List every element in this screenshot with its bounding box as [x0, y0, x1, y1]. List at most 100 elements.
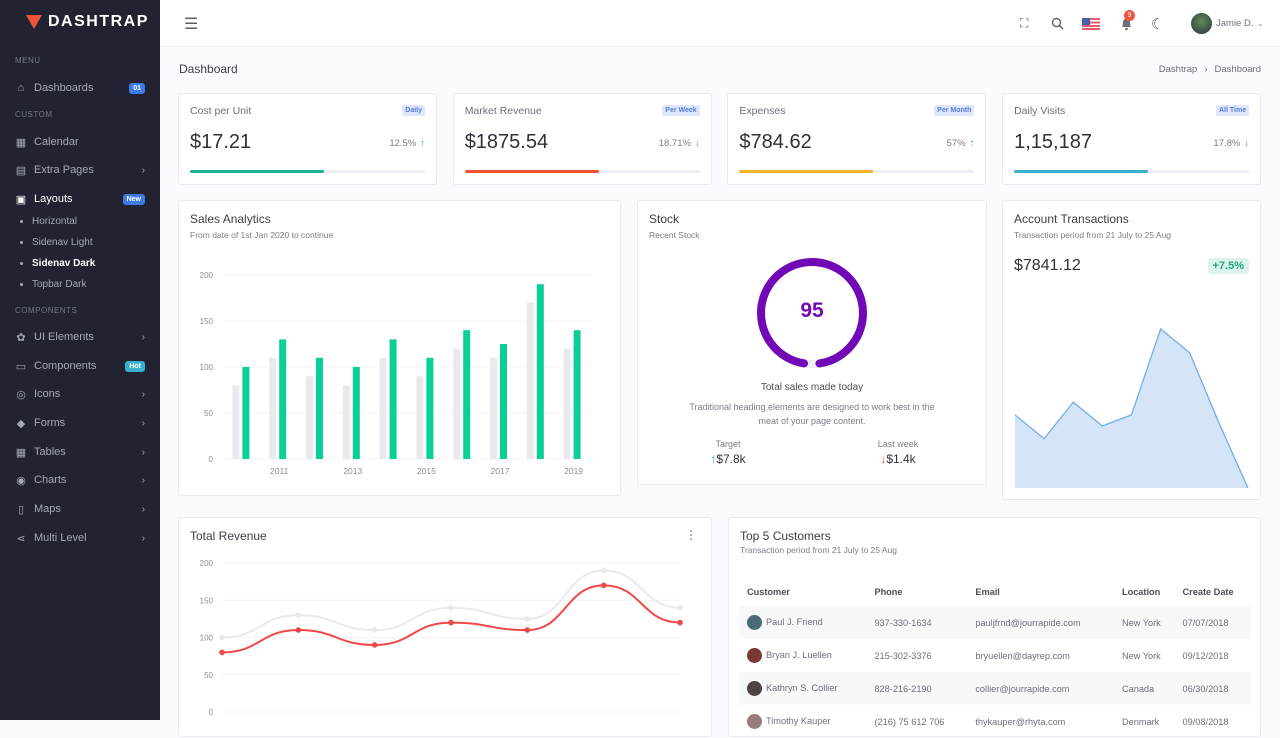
column-header[interactable]: Location [1121, 587, 1161, 597]
account-transactions-card: Account Transactions Transaction period … [1002, 200, 1261, 500]
more-vertical-icon[interactable]: ⋮ [685, 528, 697, 542]
bar [342, 385, 350, 459]
sidebar-item-label: Icons [34, 388, 61, 400]
column-header[interactable]: Customer [747, 587, 790, 597]
dark-mode-moon-icon[interactable]: ☾ [1151, 15, 1165, 33]
table-row[interactable]: Kathryn S. Collier 828-216-2190 collier@jo… [739, 672, 1251, 705]
sidebar-item-dashboards[interactable]: ⌂ Dashboards 01 [15, 77, 145, 99]
table-cell: collier@jourrapide.com [967, 672, 1114, 705]
stat-card: Market Revenue Per Week $1875.54 18.71% ↓ [452, 93, 712, 185]
arrow-up-icon: ↑ [420, 138, 425, 149]
stock-caption: Total sales made today [760, 382, 864, 393]
breadcrumb: Dashtrap › Dashboard [1159, 64, 1261, 75]
target-label: Target [715, 439, 741, 449]
column-header[interactable]: Email [975, 587, 1000, 597]
table-cell: 06/30/2018 [1174, 672, 1251, 705]
data-point [448, 604, 454, 611]
card-subtitle: Transaction period from 21 July to 25 Au… [1014, 230, 1172, 240]
stat-change: 57% ↑ [947, 138, 975, 149]
y-tick-label: 50 [204, 409, 213, 418]
sidebar-item-label: UI Elements [34, 331, 94, 343]
sidebar-item-label: Charts [34, 474, 67, 486]
sidebar-subitem[interactable]: Sidenav Light [20, 237, 93, 248]
user-menu[interactable]: Jamie D. ⌄ [1191, 0, 1263, 47]
table-cell: Canada [1113, 672, 1175, 705]
customers-table: Customer Phone Email Location Create Date Pau… [739, 578, 1251, 738]
sidebar-subitem[interactable]: Sidenav Dark [20, 258, 95, 269]
chevron-right-icon: › [141, 446, 145, 458]
cell-text: 09/12/2018 [1182, 650, 1229, 661]
sidebar-item-components[interactable]: ▭ Components Hot [15, 355, 145, 377]
cell-text: New York [1121, 617, 1161, 628]
target-stat: Target ↑$7.8k [693, 439, 763, 466]
progress-bar [464, 170, 700, 173]
sidebar-item-forms[interactable]: ◆ Forms › [15, 412, 145, 434]
sidebar-subitem[interactable]: Horizontal [20, 216, 77, 227]
card-subtitle: Transaction period from 21 July to 25 Au… [740, 545, 898, 555]
briefcase-icon: ▭ [15, 360, 27, 373]
data-point [295, 612, 302, 618]
sidebar-item-icons[interactable]: ◎ Icons › [15, 383, 145, 405]
sidebar-item-label: Tables [34, 446, 66, 458]
table-cell: bryuellen@dayrep.com [967, 639, 1114, 672]
sidebar-item-calendar[interactable]: ▦ Calendar [15, 131, 145, 153]
sidebar-item-label: Maps [34, 503, 61, 515]
period-badge: Daily [402, 105, 425, 116]
table-row[interactable]: Paul J. Friend 937-330-1634 pauljfrnd@jour… [739, 606, 1251, 639]
change-percent: 17.8% [1213, 138, 1241, 149]
bar [526, 302, 534, 459]
cell-text: Paul J. Friend [766, 616, 823, 627]
sidebar: DASHTRAP MENU CUSTOM COMPONENTS ⌂ Dashboards… [0, 0, 160, 720]
bar [389, 339, 397, 459]
sidebar-item-charts[interactable]: ◉ Charts › [15, 469, 145, 491]
column-header[interactable]: Create Date [1182, 587, 1234, 597]
brand-logo[interactable]: DASHTRAP [26, 13, 149, 31]
sidebar-section-label: COMPONENTS [15, 306, 78, 315]
cell-text: 09/08/2018 [1182, 716, 1229, 727]
table-cell: Paul J. Friend [739, 606, 867, 639]
sidebar-subitem[interactable]: Topbar Dark [20, 279, 86, 290]
fullscreen-icon[interactable]: ⛶ [1020, 16, 1029, 30]
bar [232, 385, 240, 459]
sidebar-item-layouts[interactable]: ▣ Layouts New [15, 188, 145, 210]
stat-change: 18.71% ↓ [659, 138, 700, 149]
stat-label: Daily Visits [1014, 105, 1066, 117]
arrow-down-icon: ↓ [1244, 138, 1250, 149]
table-cell: New York [1114, 639, 1175, 672]
table-icon: ▦ [15, 446, 27, 459]
notification-bell-icon[interactable] [1120, 0, 1133, 47]
table-row[interactable]: Bryan J. Luellen 215-302-3376 bryuellen@da… [739, 639, 1251, 672]
stat-card: Daily Visits All Time 1,15,187 17.8% ↓ [1002, 93, 1262, 185]
avatar [747, 681, 762, 696]
total-revenue-card: Total Revenue ⋮ 0 50 100 150 200 [178, 517, 712, 737]
progress-fill [190, 170, 324, 173]
cell-text: Bryan J. Luellen [766, 649, 832, 660]
sidebar-item-multi-level[interactable]: ⋖ Multi Level › [15, 527, 145, 549]
breadcrumb-link[interactable]: Dashtrap [1158, 64, 1198, 75]
language-selector[interactable] [1082, 0, 1100, 47]
table-row[interactable]: Timothy Kauper (216) 75 612 706 thykauper@… [739, 705, 1251, 738]
table-cell: 07/07/2018 [1174, 606, 1251, 639]
stock-card: Stock Recent Stock 95 Total sales made t… [637, 200, 987, 485]
sidebar-item-tables[interactable]: ▦ Tables › [15, 441, 145, 463]
chevron-right-icon: › [141, 474, 145, 486]
sidebar-item-label: Extra Pages [34, 164, 94, 176]
card-title: Stock [649, 212, 680, 226]
menu-toggle-icon[interactable]: ☰ [184, 15, 199, 33]
period-badge: Per Week [662, 105, 700, 116]
table-cell: Kathryn S. Collier [739, 672, 867, 705]
palette-icon: ✿ [16, 331, 26, 344]
data-point [600, 567, 607, 574]
cell-text: (216) 75 612 706 [874, 716, 945, 727]
eraser-icon: ◆ [16, 417, 26, 430]
bar [279, 339, 287, 459]
search-icon[interactable] [1051, 0, 1064, 47]
sidebar-item-maps[interactable]: ▯ Maps › [15, 498, 145, 520]
sidebar-item-extra-pages[interactable]: ▤ Extra Pages › [15, 159, 145, 181]
arrow-up-icon: ↑ [969, 138, 975, 149]
cell-text: Canada [1121, 683, 1155, 694]
stat-label: Expenses [739, 105, 786, 117]
sidebar-item-ui-elements[interactable]: ✿ UI Elements › [15, 326, 145, 348]
data-point [524, 627, 531, 633]
column-header[interactable]: Phone [874, 587, 903, 597]
